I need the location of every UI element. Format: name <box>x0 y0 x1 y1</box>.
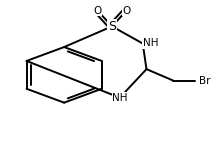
Text: NH: NH <box>143 38 158 49</box>
Text: Br: Br <box>199 76 210 86</box>
Text: S: S <box>108 20 116 33</box>
Text: NH: NH <box>112 93 127 103</box>
Text: O: O <box>122 6 131 16</box>
Text: O: O <box>93 6 102 16</box>
